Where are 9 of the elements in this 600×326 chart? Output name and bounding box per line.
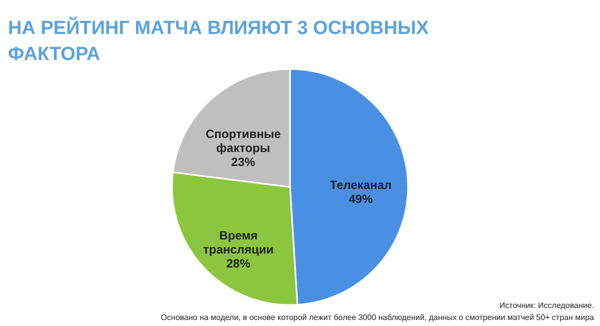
slice-label: Время трансляции: [203, 228, 274, 256]
slice-label: Спортивные факторы: [206, 126, 282, 155]
data-label: 49%: [348, 192, 374, 206]
data-label: 23%: [231, 154, 256, 169]
slice-label: Телеканал: [330, 178, 392, 192]
text: Источник: Исследование.: [499, 301, 594, 310]
chart-title: НА РЕЙТИНГ МАТЧА ВЛИЯЮТ 3 ОСНОВНЫХ ФАКТОРА: [8, 16, 430, 65]
text: Основано на модели, в основе которой лежит более 3000 наблюдений, данных о смотрении матчей 50+ стран мира: [160, 313, 595, 322]
data-label: 28%: [226, 256, 251, 270]
